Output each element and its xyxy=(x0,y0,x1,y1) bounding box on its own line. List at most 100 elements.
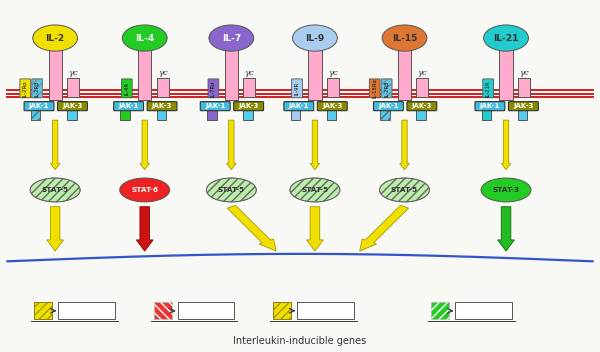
Bar xyxy=(290,110,300,120)
Bar xyxy=(431,302,449,319)
Bar xyxy=(207,110,217,120)
Text: JAK-1: JAK-1 xyxy=(378,103,398,109)
Text: IL-7Rα: IL-7Rα xyxy=(211,80,216,96)
Bar xyxy=(178,302,235,319)
FancyBboxPatch shape xyxy=(284,102,314,111)
Text: IL-7: IL-7 xyxy=(221,33,241,43)
Text: JAK-3: JAK-3 xyxy=(238,103,259,109)
FancyArrow shape xyxy=(140,120,149,170)
Bar xyxy=(243,110,253,120)
FancyBboxPatch shape xyxy=(407,102,437,111)
Bar xyxy=(49,49,62,100)
Text: Interleukin-inducible genes: Interleukin-inducible genes xyxy=(233,337,367,346)
Text: γc: γc xyxy=(519,69,529,77)
Text: JAK-3: JAK-3 xyxy=(412,103,432,109)
Bar xyxy=(416,78,428,98)
Text: JAK-1: JAK-1 xyxy=(480,103,500,109)
Ellipse shape xyxy=(206,178,256,202)
FancyBboxPatch shape xyxy=(369,79,380,98)
Text: IL-2: IL-2 xyxy=(46,33,65,43)
Bar xyxy=(380,110,390,120)
Bar xyxy=(34,302,52,319)
Text: JAK-1: JAK-1 xyxy=(289,103,309,109)
FancyBboxPatch shape xyxy=(475,102,505,111)
Ellipse shape xyxy=(382,25,427,51)
Bar xyxy=(34,302,52,319)
Bar xyxy=(67,78,79,98)
Ellipse shape xyxy=(380,178,430,202)
Bar xyxy=(157,78,169,98)
Bar xyxy=(455,302,512,319)
Bar xyxy=(482,110,491,120)
FancyBboxPatch shape xyxy=(483,79,493,98)
Ellipse shape xyxy=(484,25,529,51)
FancyBboxPatch shape xyxy=(234,102,263,111)
Text: STAT-5: STAT-5 xyxy=(218,187,245,193)
Bar xyxy=(273,302,291,319)
Bar xyxy=(31,110,40,120)
Bar xyxy=(154,302,172,319)
FancyBboxPatch shape xyxy=(113,102,143,111)
FancyBboxPatch shape xyxy=(381,79,392,98)
Bar xyxy=(327,78,339,98)
Ellipse shape xyxy=(209,25,254,51)
Bar xyxy=(58,302,115,319)
Text: STAT-3: STAT-3 xyxy=(493,187,520,193)
FancyBboxPatch shape xyxy=(147,102,177,111)
Bar xyxy=(154,302,172,319)
FancyArrow shape xyxy=(227,120,236,170)
Bar xyxy=(308,49,322,100)
Bar xyxy=(225,49,238,100)
FancyArrow shape xyxy=(50,120,60,170)
Text: JAK-1: JAK-1 xyxy=(29,103,49,109)
Text: γc: γc xyxy=(328,69,338,77)
FancyBboxPatch shape xyxy=(373,102,403,111)
Text: STAT-5: STAT-5 xyxy=(301,187,328,193)
Text: JAK-3: JAK-3 xyxy=(152,103,172,109)
FancyArrow shape xyxy=(227,205,276,251)
Text: JAK-3: JAK-3 xyxy=(322,103,343,109)
Text: IL-4R: IL-4R xyxy=(124,82,130,95)
FancyArrow shape xyxy=(136,207,153,251)
Ellipse shape xyxy=(30,178,80,202)
Text: γc: γc xyxy=(68,69,78,77)
FancyArrow shape xyxy=(47,207,64,251)
Bar xyxy=(243,78,255,98)
Ellipse shape xyxy=(293,25,337,51)
FancyArrow shape xyxy=(307,207,323,251)
Text: IL-2Rα: IL-2Rα xyxy=(23,80,28,96)
Text: STAT-6: STAT-6 xyxy=(131,187,158,193)
Bar xyxy=(138,49,151,100)
FancyBboxPatch shape xyxy=(208,79,219,98)
FancyBboxPatch shape xyxy=(121,79,132,98)
FancyArrow shape xyxy=(501,120,511,170)
Ellipse shape xyxy=(290,178,340,202)
Ellipse shape xyxy=(122,25,167,51)
FancyBboxPatch shape xyxy=(200,102,230,111)
FancyBboxPatch shape xyxy=(317,102,347,111)
Bar xyxy=(431,302,449,319)
Bar xyxy=(273,302,291,319)
Text: IL-9: IL-9 xyxy=(305,33,325,43)
Ellipse shape xyxy=(481,178,531,202)
Text: JAK-3: JAK-3 xyxy=(513,103,533,109)
Text: STAT-5: STAT-5 xyxy=(391,187,418,193)
Text: IL-2Rβ: IL-2Rβ xyxy=(35,80,40,96)
Bar xyxy=(518,78,530,98)
FancyBboxPatch shape xyxy=(508,102,538,111)
Text: IL-4: IL-4 xyxy=(135,33,154,43)
Bar xyxy=(398,49,411,100)
Text: JAK-3: JAK-3 xyxy=(62,103,83,109)
Bar xyxy=(380,110,390,120)
Bar xyxy=(518,110,527,120)
Text: IL-15Rα: IL-15Rα xyxy=(372,78,377,98)
Text: γc: γc xyxy=(418,69,427,77)
FancyArrow shape xyxy=(360,205,409,251)
Text: IL-21R: IL-21R xyxy=(485,80,491,96)
Bar xyxy=(67,110,77,120)
FancyArrow shape xyxy=(310,120,320,170)
Text: JAK-1: JAK-1 xyxy=(205,103,226,109)
FancyBboxPatch shape xyxy=(58,102,88,111)
FancyBboxPatch shape xyxy=(32,79,43,98)
Ellipse shape xyxy=(33,25,77,51)
